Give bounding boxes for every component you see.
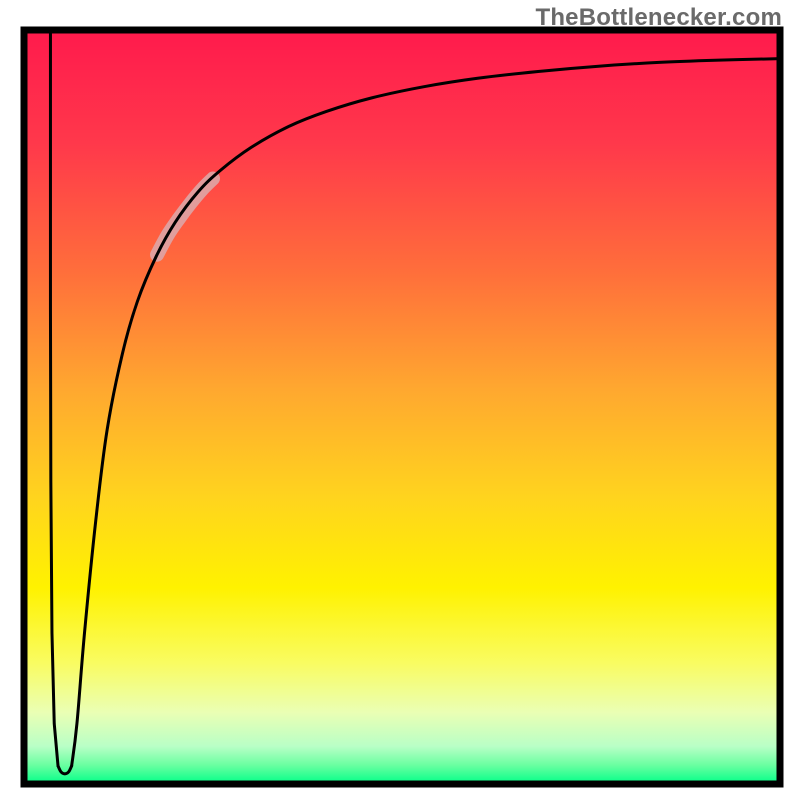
plot-background — [24, 30, 780, 784]
chart-root: { "watermark": { "text": "TheBottlenecke… — [0, 0, 800, 800]
watermark-text: TheBottlenecker.com — [535, 4, 782, 32]
chart-svg — [0, 0, 800, 800]
